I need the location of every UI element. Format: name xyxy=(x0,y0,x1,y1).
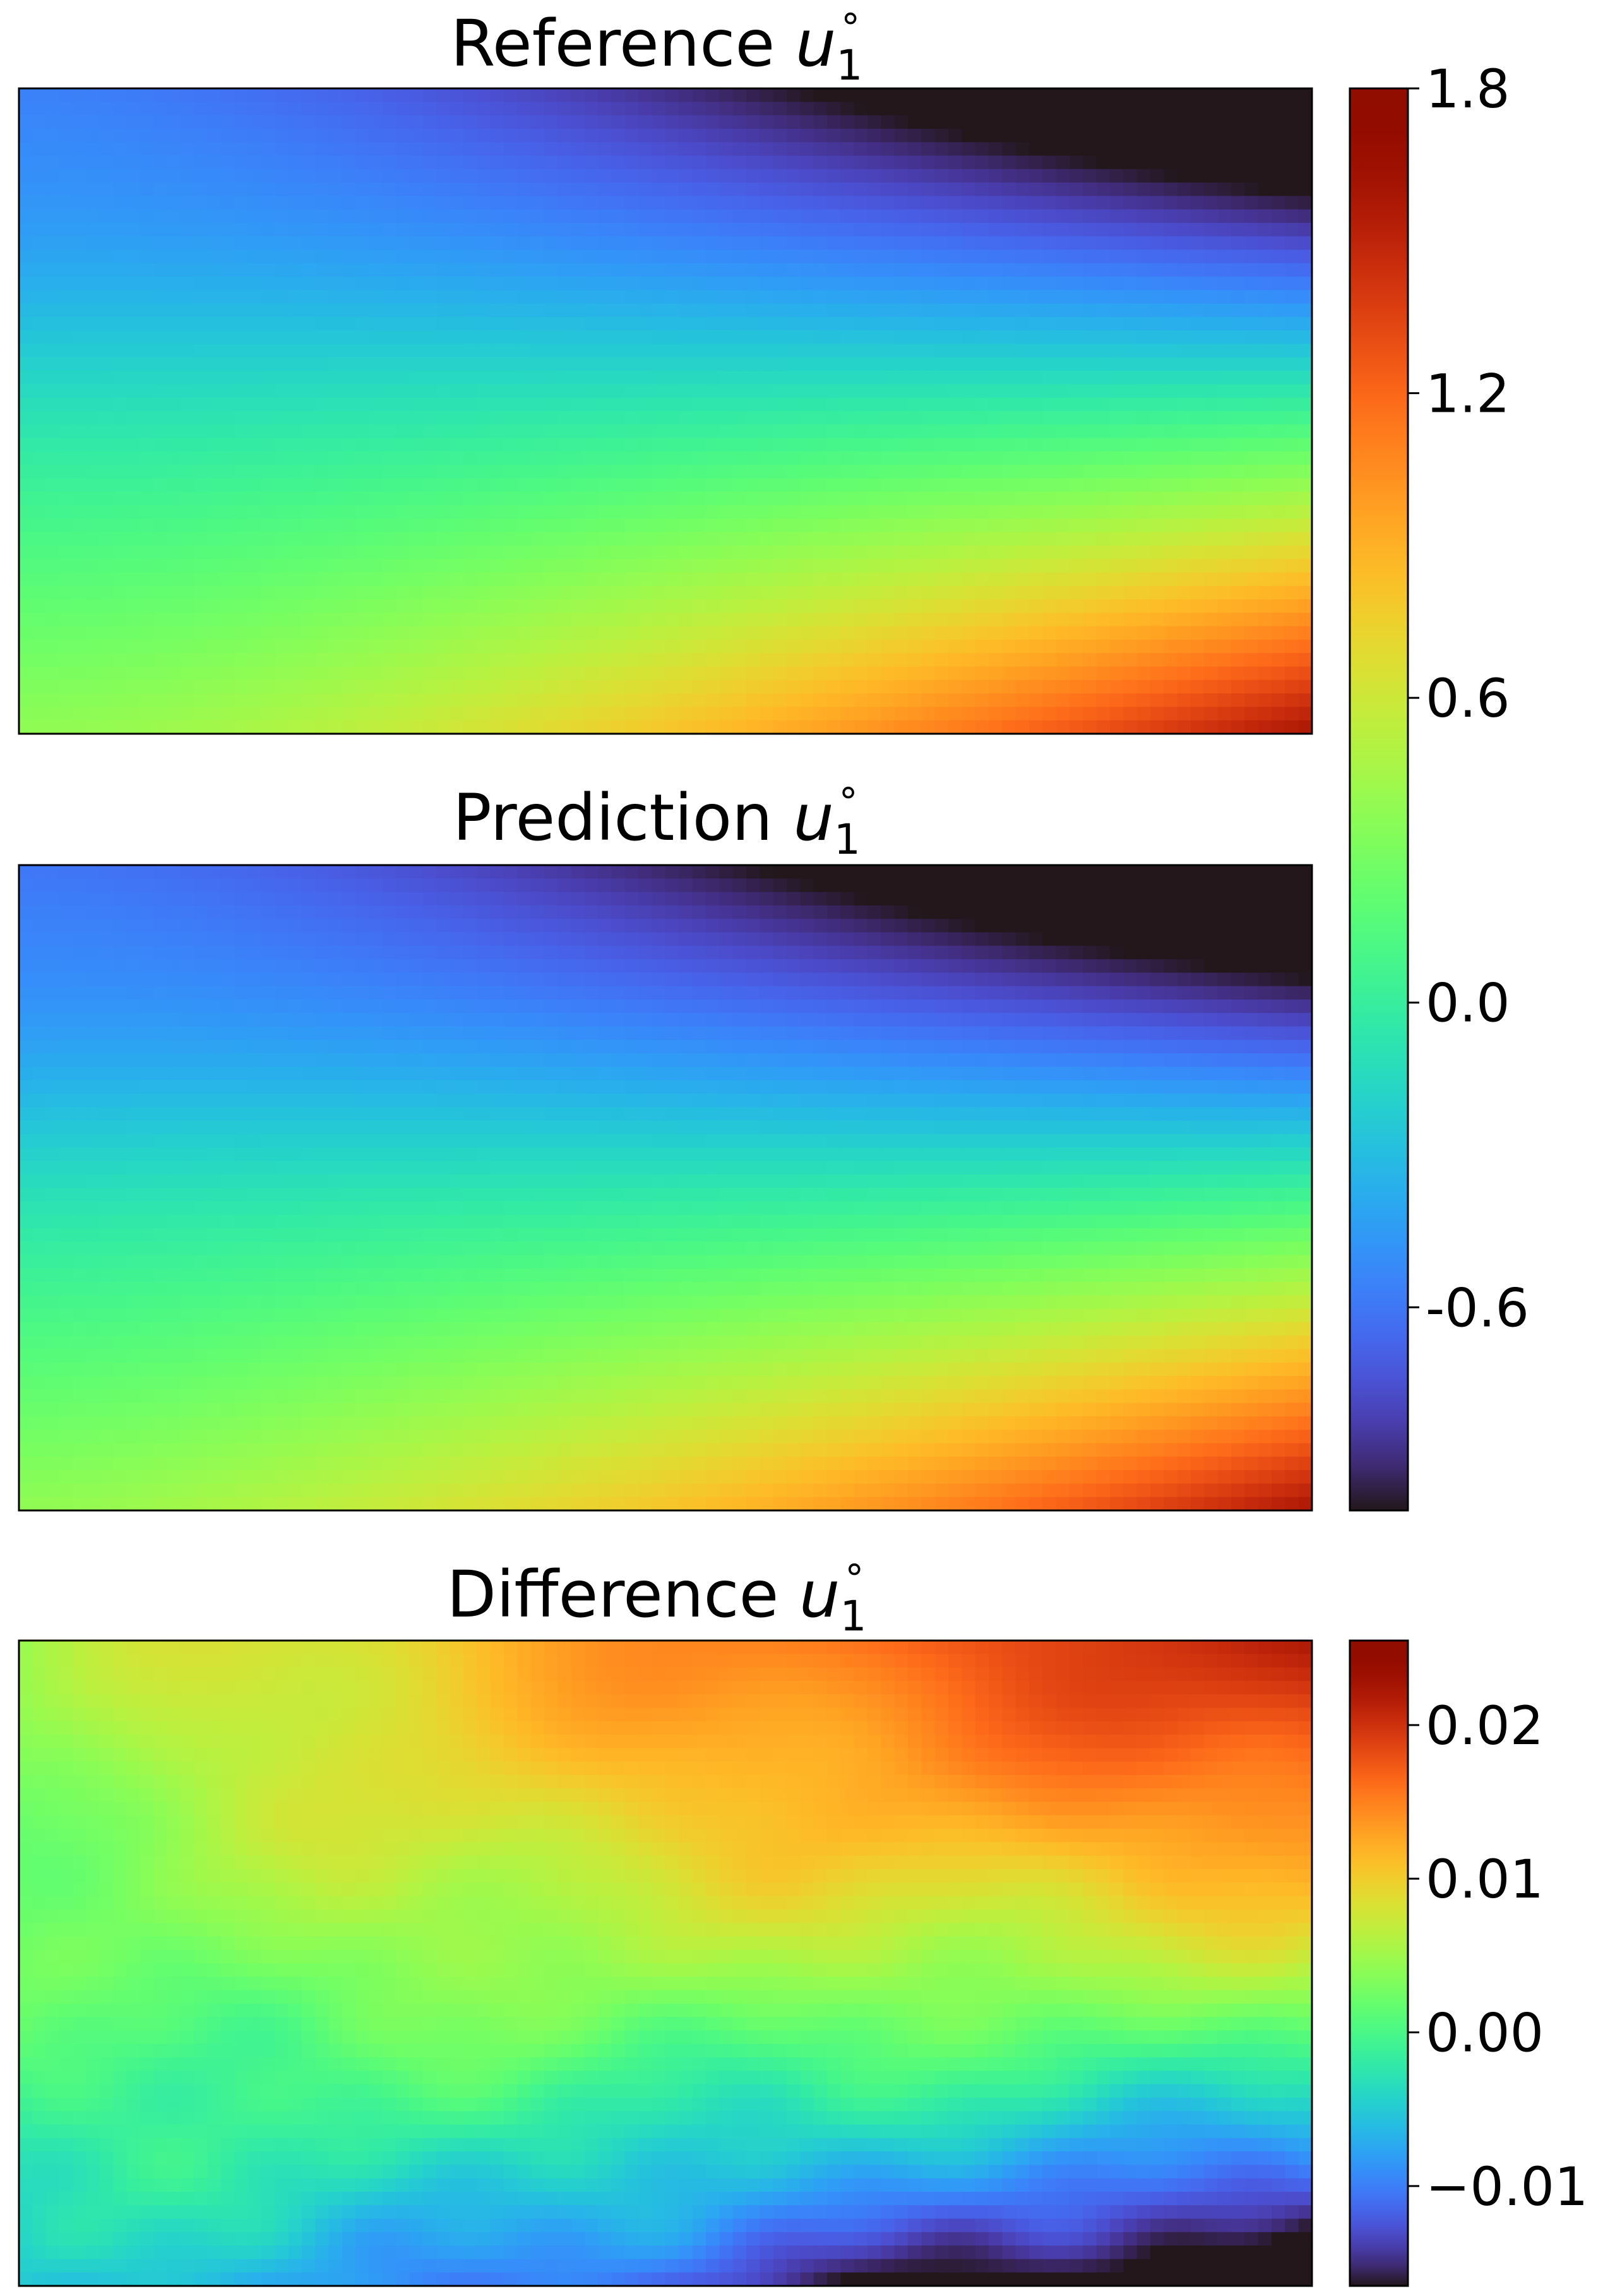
difference-panel: Difference u1∘ xyxy=(18,1546,1313,2287)
colorbar-top-tick-label: -0.6 xyxy=(1426,1277,1529,1339)
colorbar-top-ticks: 1.8 1.2 0.6 0.0 -0.6 xyxy=(1408,58,1529,1339)
reference-heatmap-cells xyxy=(19,88,1313,734)
colorbar-bottom-frame xyxy=(1349,1639,1409,2287)
prediction-heatmap-cells xyxy=(19,865,1313,1511)
colorbar-top-tick-label: 1.8 xyxy=(1426,58,1510,120)
colorbar-bottom-tick-label: 0.01 xyxy=(1426,1848,1544,1910)
difference-title: Difference u1∘ xyxy=(447,1546,867,1641)
colorbar-bottom-tick-label: 0.00 xyxy=(1426,2002,1544,2064)
reference-frame xyxy=(18,87,1313,735)
prediction-frame xyxy=(18,864,1313,1512)
colorbar-top-frame xyxy=(1349,87,1409,1512)
colorbar-top-tick-label: 0.6 xyxy=(1426,667,1510,729)
reference-title: Reference u1∘ xyxy=(451,0,863,90)
prediction-panel: Prediction u1∘ xyxy=(18,770,1313,1512)
colorbar-bottom: 0.02 0.01 0.00 −0.01 xyxy=(1349,1639,1588,2287)
prediction-title: Prediction u1∘ xyxy=(453,770,861,864)
colorbar-top-tick-label: 0.0 xyxy=(1426,972,1510,1034)
colorbar-top-tick-label: 1.2 xyxy=(1426,363,1510,425)
colorbar-bottom-tick-label: −0.01 xyxy=(1426,2156,1588,2218)
reference-panel: Reference u1∘ xyxy=(18,0,1313,735)
colorbar-bottom-ticks: 0.02 0.01 0.00 −0.01 xyxy=(1408,1695,1588,2218)
difference-frame xyxy=(18,1639,1313,2287)
colorbar-top: 1.8 1.2 0.6 0.0 -0.6 xyxy=(1349,58,1529,1512)
colorbar-bottom-gradient xyxy=(1350,1641,1408,2286)
colorbar-bottom-tick-label: 0.02 xyxy=(1426,1695,1544,1757)
colorbar-top-gradient xyxy=(1350,88,1408,1510)
difference-heatmap-cells xyxy=(19,1641,1313,2287)
